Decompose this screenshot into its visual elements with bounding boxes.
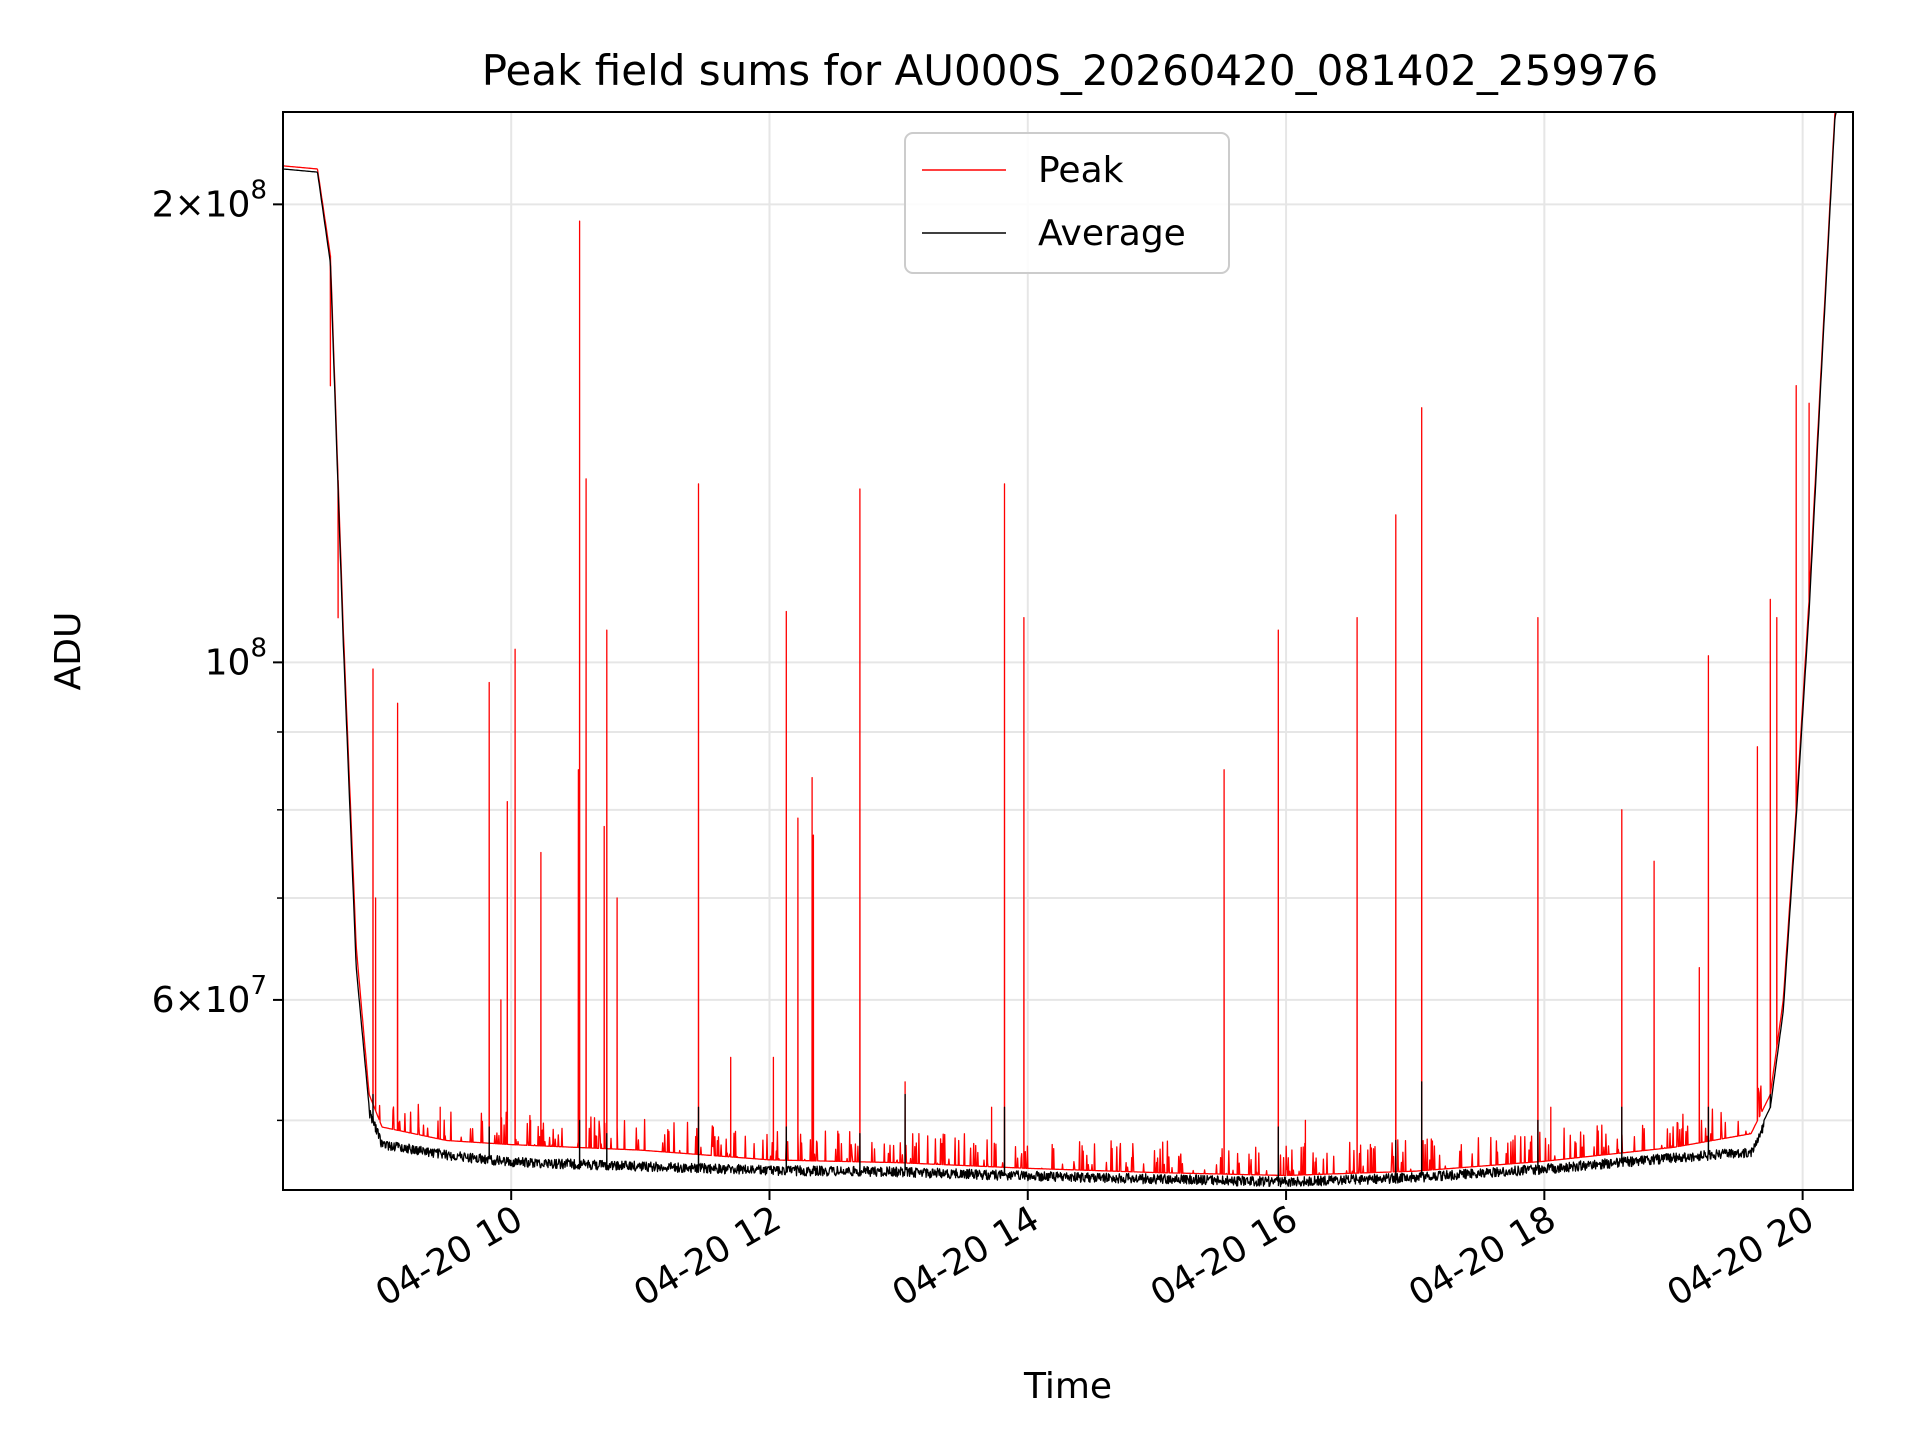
- x-axis: 04-20 10 04-20 12 04-20 14 04-20 16 04-20 18…: [369, 1190, 1821, 1315]
- y-axis: 2×108 108 6×107: [152, 175, 283, 1122]
- legend-label-peak: Peak: [1038, 150, 1124, 191]
- y-tick-label: 6×107: [152, 971, 267, 1021]
- legend-label-average: Average: [1038, 213, 1186, 254]
- legend: Peak Average: [904, 132, 1230, 274]
- series-line-peak: [283, 112, 1836, 1177]
- x-tick-label: 04-20 14: [886, 1198, 1047, 1314]
- y-tick-label: 108: [205, 633, 267, 683]
- legend-box: [904, 132, 1230, 274]
- x-tick-label: 04-20 10: [369, 1198, 530, 1314]
- series-layer: [283, 112, 1837, 1188]
- chart-title: Peak field sums for AU000S_20260420_0814…: [482, 46, 1659, 95]
- plot-frame: [282, 111, 1854, 1191]
- y-tick-label: 2×108: [152, 175, 267, 225]
- grid: [283, 112, 1853, 1190]
- x-tick-label: 04-20 20: [1660, 1198, 1821, 1314]
- x-tick-label: 04-20 16: [1144, 1198, 1305, 1314]
- x-axis-label: Time: [1023, 1366, 1112, 1407]
- x-tick-label: 04-20 18: [1402, 1198, 1563, 1314]
- series-line-average: [283, 112, 1837, 1188]
- x-tick-label: 04-20 12: [627, 1198, 788, 1314]
- y-axis-label: ADU: [48, 612, 89, 691]
